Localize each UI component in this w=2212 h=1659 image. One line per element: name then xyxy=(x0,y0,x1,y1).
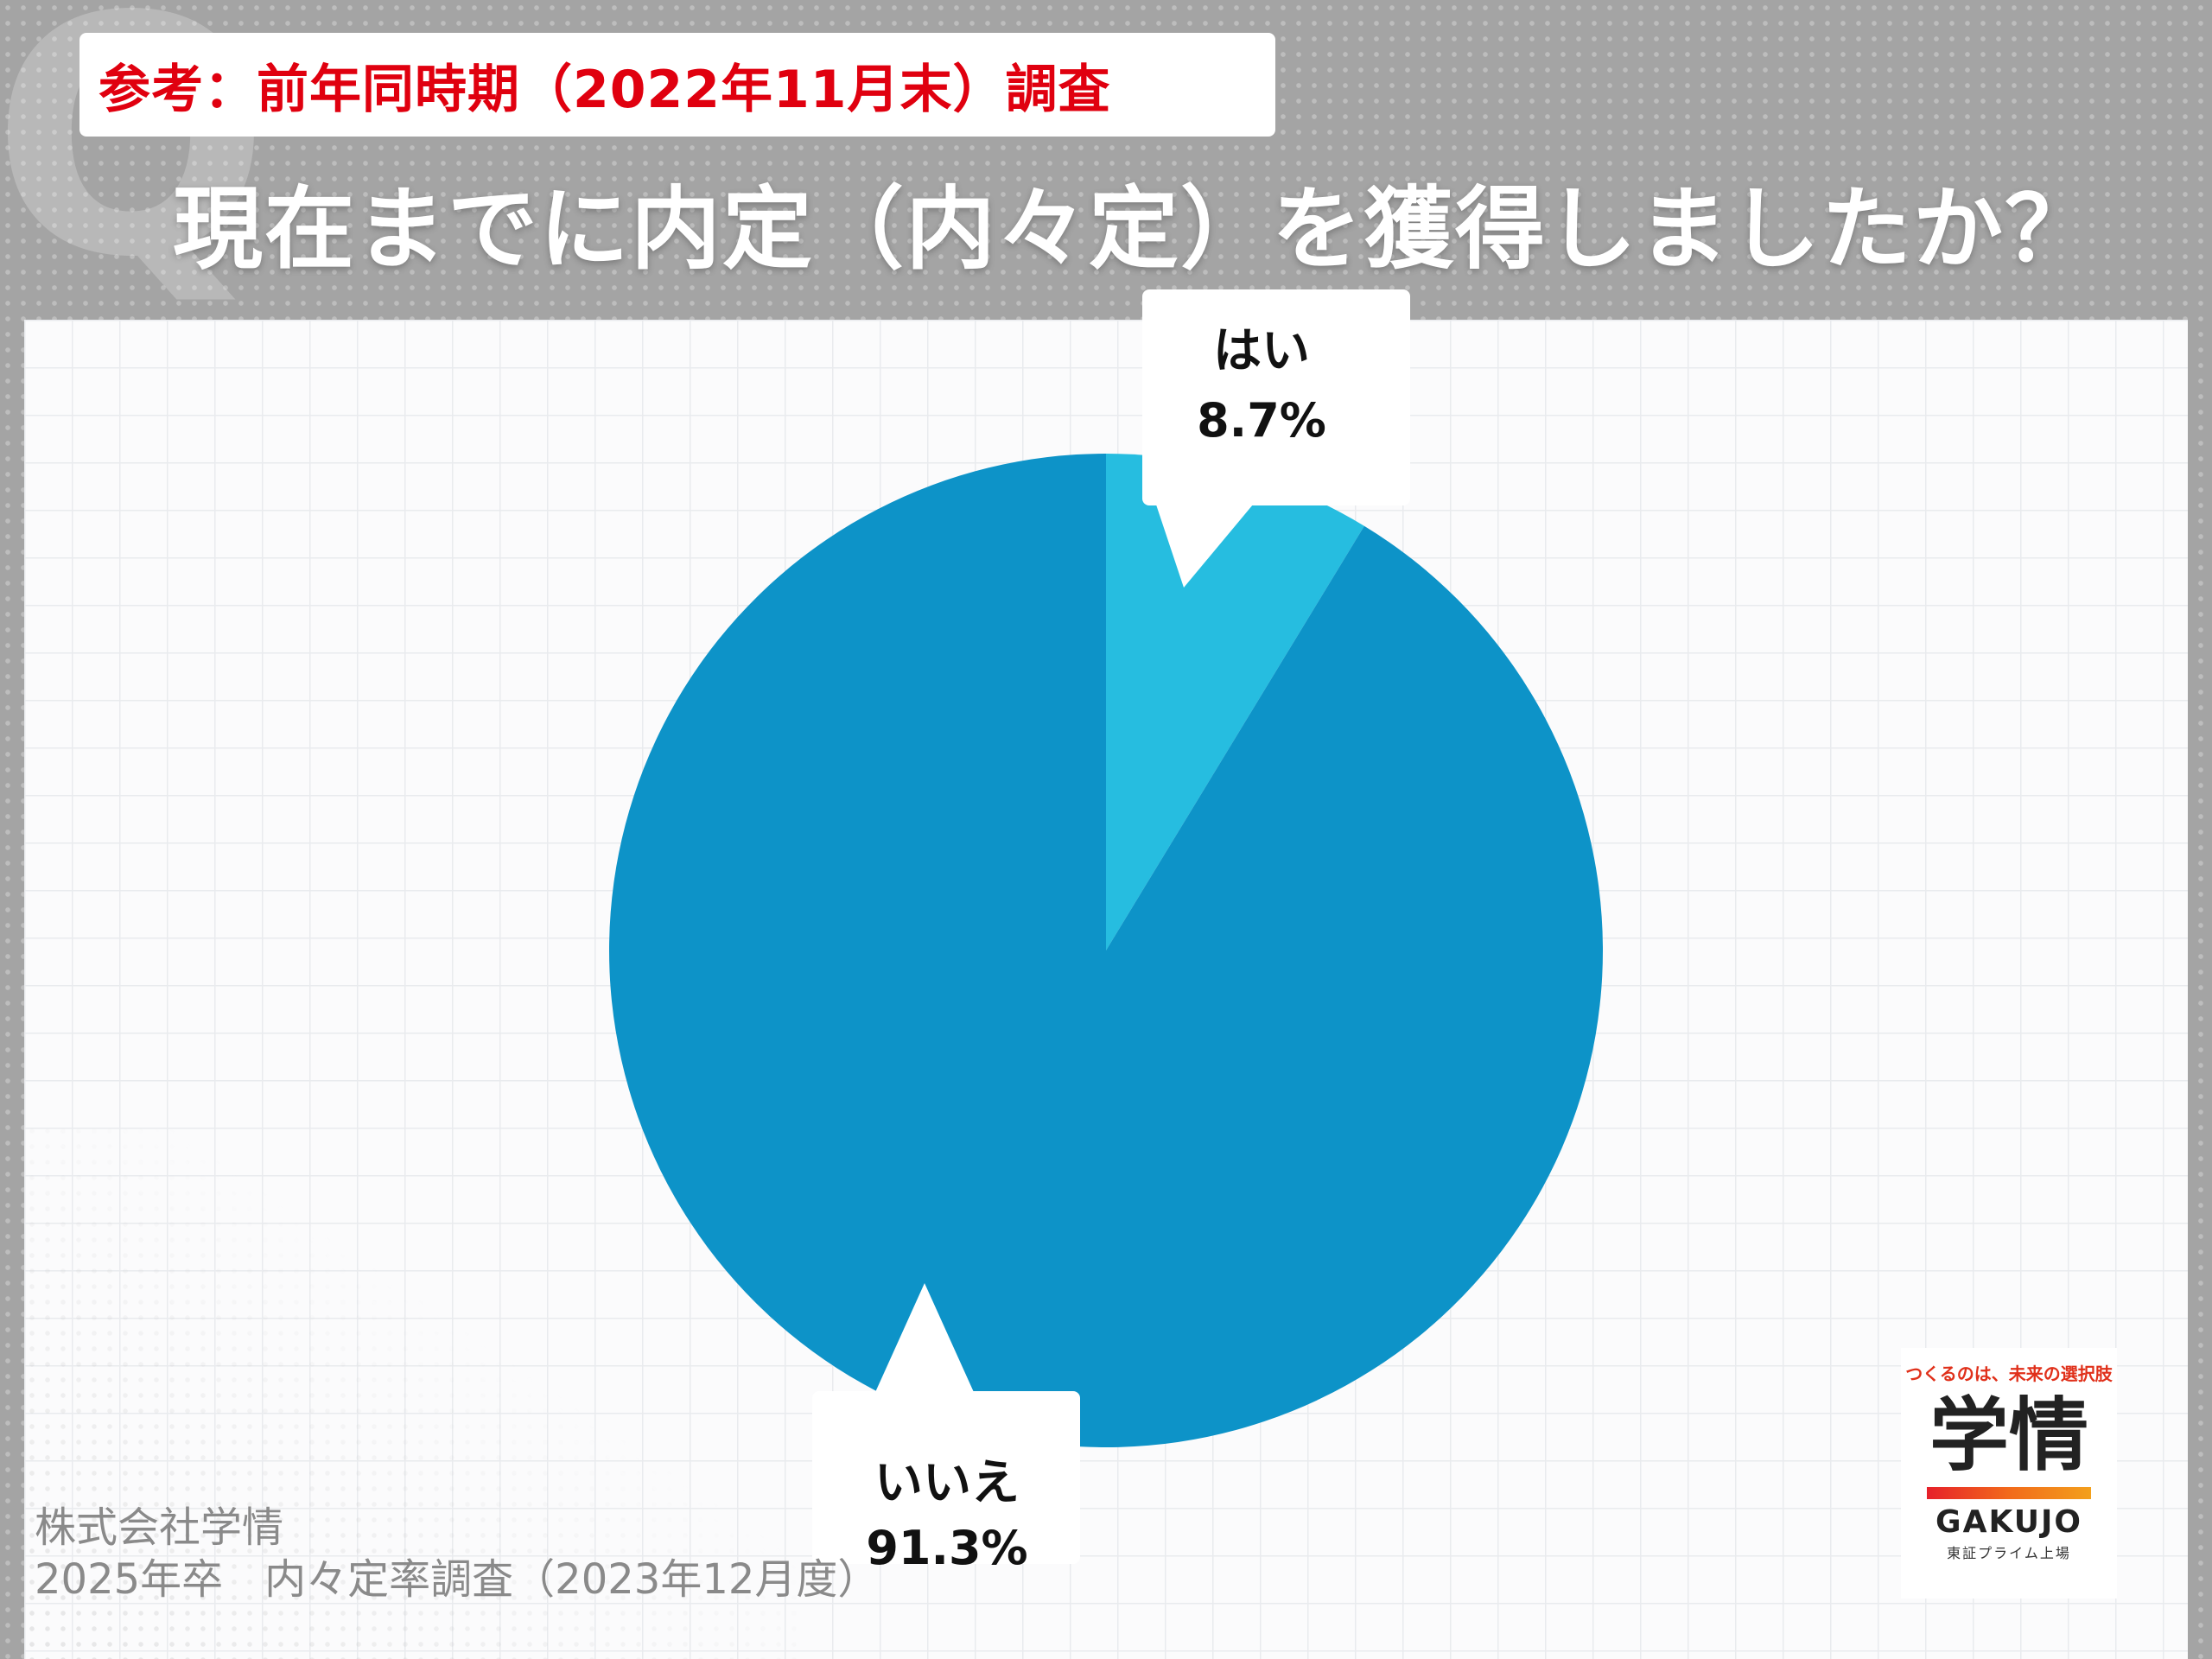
reference-note: 参考：前年同時期（2022年11月末）調査 xyxy=(99,59,1111,120)
callout-box-2 xyxy=(812,1391,1080,1564)
gakujo-logo: つくるのは、未来の選択肢 学情 GAKUJO 東証プライム上場 xyxy=(1901,1348,2117,1599)
callout-pointer-2 xyxy=(864,1283,985,1417)
callout-box-1 xyxy=(1142,289,1410,505)
logo-name-en: GAKUJO xyxy=(1936,1504,2082,1540)
question-title: 現在までに内定（内々定）を獲得しましたか？ xyxy=(173,176,2097,282)
panel-dot-pattern xyxy=(24,1123,802,1659)
slice-label-2: いいえ xyxy=(874,1455,1020,1511)
slice-value-2: 91.3% xyxy=(866,1521,1027,1575)
logo-name: 学情 xyxy=(1929,1389,2088,1482)
reference-note-box: 参考：前年同時期（2022年11月末）調査 xyxy=(79,33,1275,137)
logo-sub: 東証プライム上場 xyxy=(1947,1545,2071,1561)
pie-slice-1 xyxy=(1106,454,1364,950)
pie-slice-2 xyxy=(609,454,1604,1447)
callout-pointer-1 xyxy=(1149,484,1270,588)
logo-tagline: つくるのは、未来の選択肢 xyxy=(1905,1363,2113,1384)
footer-survey: 2025年卒 内々定率調査（2023年12月度） xyxy=(35,1555,880,1604)
footer-credit: 株式会社学情 2025年卒 内々定率調査（2023年12月度） xyxy=(35,1502,1071,1605)
logo-color-bar xyxy=(1927,1487,2091,1499)
footer-company: 株式会社学情 xyxy=(35,1503,284,1552)
slice-label-1: はい xyxy=(1213,323,1310,379)
slice-value-1: 8.7% xyxy=(1197,393,1326,448)
